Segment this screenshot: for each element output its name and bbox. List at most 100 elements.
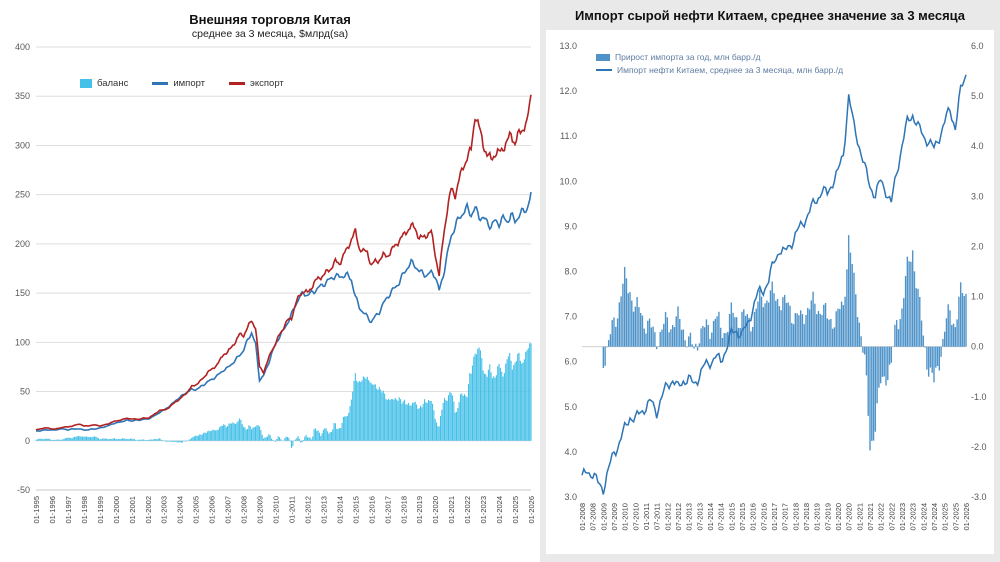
svg-text:01-2025: 01-2025 [941, 503, 950, 531]
svg-text:01-2018: 01-2018 [791, 503, 800, 531]
svg-text:01-2013: 01-2013 [685, 503, 694, 531]
svg-text:01-2023: 01-2023 [479, 496, 488, 524]
svg-text:01-2014: 01-2014 [706, 503, 715, 531]
svg-text:-1.0: -1.0 [971, 392, 987, 402]
left-chart-svg: -50 0 50 100 150 200 250 300 350 400 01-1995 01-199… [15, 42, 536, 524]
svg-text:150: 150 [15, 288, 30, 298]
svg-text:100: 100 [15, 337, 30, 347]
svg-text:01-2001: 01-2001 [128, 496, 137, 524]
svg-text:01-2016: 01-2016 [749, 503, 758, 531]
svg-text:01-2009: 01-2009 [256, 496, 265, 524]
svg-text:01-1995: 01-1995 [32, 496, 41, 524]
legend-item-oil-import: Импорт нефти Китаем, среднее за 3 месяца… [596, 65, 843, 75]
svg-text:01-2020: 01-2020 [431, 496, 440, 524]
svg-text:07-2010: 07-2010 [631, 503, 640, 531]
svg-text:6.0: 6.0 [971, 41, 984, 51]
left-chart-panel: -50 0 50 100 150 200 250 300 350 400 01-1995 01-199… [14, 12, 536, 524]
svg-text:01-2026: 01-2026 [962, 503, 971, 531]
svg-text:01-2014: 01-2014 [335, 496, 344, 524]
svg-text:10.0: 10.0 [559, 176, 577, 186]
svg-text:01-2024: 01-2024 [495, 496, 504, 524]
svg-text:07-2023: 07-2023 [909, 503, 918, 531]
legend-item-export: экспорт [229, 78, 284, 89]
oil-growth-bar-swatch [596, 53, 610, 61]
legend-label-oil-growth: Прирост импорта за год, млн барр./д [615, 52, 761, 62]
svg-text:07-2024: 07-2024 [930, 503, 939, 531]
svg-text:3.0: 3.0 [971, 191, 984, 201]
svg-text:01-2018: 01-2018 [399, 496, 408, 524]
svg-text:3.0: 3.0 [564, 492, 577, 502]
svg-text:01-1998: 01-1998 [80, 496, 89, 524]
svg-text:01-1996: 01-1996 [48, 496, 57, 524]
svg-text:07-2020: 07-2020 [845, 503, 854, 531]
svg-text:01-2015: 01-2015 [351, 496, 360, 524]
svg-text:01-2008: 01-2008 [240, 496, 249, 524]
svg-text:07-2018: 07-2018 [802, 503, 811, 531]
svg-text:01-2012: 01-2012 [663, 503, 672, 531]
svg-text:-50: -50 [17, 485, 30, 495]
svg-text:01-2008: 01-2008 [578, 503, 587, 531]
right-chart-title: Импорт сырой нефти Китаем, среднее значе… [574, 8, 966, 23]
right-chart-panel: 3.0 4.0 5.0 6.0 7.0 8.0 9.0 10.0 11.0 12.0 13.0 -3.… [540, 0, 1000, 562]
legend-label-export: экспорт [250, 78, 284, 89]
svg-text:01-2026: 01-2026 [527, 496, 536, 524]
svg-text:01-2022: 01-2022 [463, 496, 472, 524]
svg-text:07-2021: 07-2021 [866, 503, 875, 531]
svg-text:01-2019: 01-2019 [415, 496, 424, 524]
svg-text:07-2012: 07-2012 [674, 503, 683, 531]
left-chart-subtitle: среднее за 3 месяца, $млрд(sa) [191, 28, 349, 40]
svg-text:01-2010: 01-2010 [621, 503, 630, 531]
svg-text:01-2009: 01-2009 [599, 503, 608, 531]
svg-text:-2.0: -2.0 [971, 442, 987, 452]
svg-text:11.0: 11.0 [560, 131, 577, 141]
svg-text:07-2015: 07-2015 [738, 503, 747, 531]
svg-text:01-2017: 01-2017 [383, 496, 392, 524]
svg-text:5.0: 5.0 [564, 402, 577, 412]
export-line-swatch [229, 82, 246, 85]
svg-text:-3.0: -3.0 [971, 492, 987, 502]
svg-text:01-2011: 01-2011 [642, 503, 651, 530]
svg-text:01-2013: 01-2013 [319, 496, 328, 524]
legend-item-oil-growth: Прирост импорта за год, млн барр./д [596, 52, 843, 62]
svg-text:01-2007: 01-2007 [224, 496, 233, 524]
svg-text:07-2009: 07-2009 [610, 503, 619, 531]
svg-text:01-2019: 01-2019 [813, 503, 822, 531]
svg-text:01-2022: 01-2022 [877, 503, 886, 531]
svg-text:01-2017: 01-2017 [770, 503, 779, 531]
svg-text:01-2012: 01-2012 [303, 496, 312, 524]
svg-text:50: 50 [20, 387, 30, 397]
svg-text:07-2022: 07-2022 [887, 503, 896, 531]
svg-text:07-2011: 07-2011 [653, 503, 662, 530]
right-chart-legend: Прирост импорта за год, млн барр./д Импо… [596, 52, 843, 78]
svg-text:0: 0 [25, 436, 30, 446]
svg-text:6.0: 6.0 [564, 357, 577, 367]
svg-text:7.0: 7.0 [564, 312, 577, 322]
legend-item-import: импорт [152, 78, 205, 89]
svg-text:07-2013: 07-2013 [695, 503, 704, 531]
right-chart-svg: 3.0 4.0 5.0 6.0 7.0 8.0 9.0 10.0 11.0 12.0 13.0 -3.… [546, 30, 994, 554]
svg-text:07-2025: 07-2025 [951, 503, 960, 531]
svg-text:8.0: 8.0 [564, 267, 577, 277]
svg-text:4.0: 4.0 [971, 141, 984, 151]
svg-text:01-2006: 01-2006 [208, 496, 217, 524]
svg-text:01-2020: 01-2020 [834, 503, 843, 531]
svg-text:400: 400 [15, 42, 30, 52]
svg-text:0.0: 0.0 [971, 342, 984, 352]
svg-text:01-2024: 01-2024 [919, 503, 928, 531]
legend-label-oil-import: Импорт нефти Китаем, среднее за 3 месяца… [617, 65, 844, 75]
svg-text:01-2004: 01-2004 [176, 496, 185, 524]
svg-text:01-2005: 01-2005 [192, 496, 201, 524]
svg-text:13.0: 13.0 [559, 41, 577, 51]
import-line-swatch [152, 82, 169, 85]
svg-text:4.0: 4.0 [564, 447, 577, 457]
oil-import-line-swatch [596, 69, 612, 71]
left-chart-legend: баланс импорт экспорт [80, 78, 284, 89]
svg-text:01-1999: 01-1999 [96, 496, 105, 524]
svg-text:01-2023: 01-2023 [898, 503, 907, 531]
svg-text:01-2000: 01-2000 [112, 496, 121, 524]
svg-text:01-2002: 01-2002 [144, 496, 153, 524]
svg-text:12.0: 12.0 [559, 86, 577, 96]
svg-text:5.0: 5.0 [971, 91, 984, 101]
legend-label-balance: баланс [97, 78, 129, 89]
